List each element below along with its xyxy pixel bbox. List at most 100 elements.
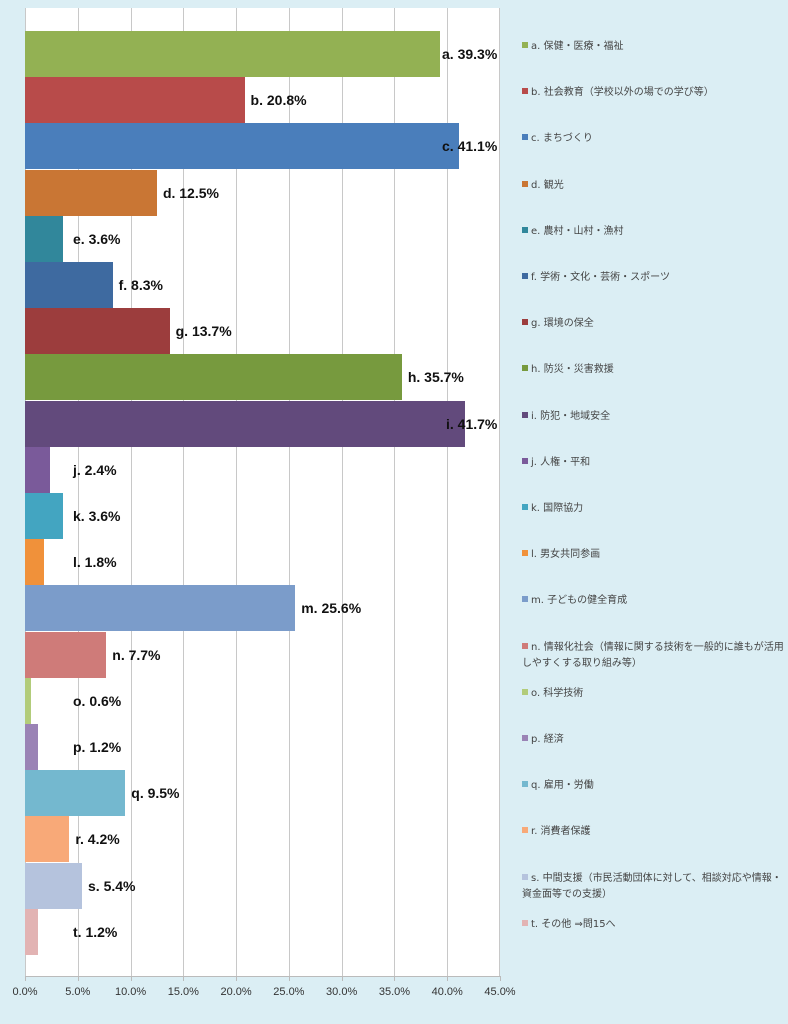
data-label-m: m. 25.6% — [301, 600, 362, 617]
gridline — [341, 8, 343, 976]
legend-swatch — [522, 226, 528, 233]
bar-o — [25, 677, 32, 724]
legend-swatch — [522, 42, 528, 48]
legend-label: a. 保健・医療・福祉 — [531, 41, 624, 52]
data-label-r: r. 4.2% — [75, 831, 120, 848]
bar-l — [25, 539, 44, 586]
bar-d — [25, 169, 157, 216]
legend-label: g. 環境の保全 — [531, 318, 594, 330]
legend-swatch — [522, 504, 528, 510]
legend-swatch — [522, 873, 528, 880]
legend-item-f: f. 学術・文化・芸術・スポーツ — [522, 270, 784, 286]
x-tick-label: 35.0% — [378, 986, 411, 998]
bar-k — [25, 493, 63, 539]
bar-a — [25, 31, 440, 77]
legend-swatch — [522, 180, 528, 187]
legend-label: h. 防災・災害救援 — [531, 364, 614, 376]
gridline — [183, 8, 185, 976]
tick-mark — [183, 976, 185, 981]
x-tick-label: 20.0% — [220, 986, 252, 998]
legend-swatch — [522, 596, 528, 603]
x-tick-label: 15.0% — [167, 986, 199, 998]
x-tick-label: 0.0% — [12, 986, 38, 998]
x-tick-label: 25.0% — [273, 986, 305, 998]
legend-label: b. 社会教育（学校以外の場での学び等） — [531, 87, 714, 99]
bar-g — [25, 308, 170, 355]
gridline — [499, 8, 500, 976]
legend-swatch — [522, 781, 528, 788]
legend-label: f. 学術・文化・芸術・スポーツ — [531, 272, 670, 283]
legend-label: s. 中間支援（市民活動団体に対して、相談対応や情報・資金面等での支援） — [522, 872, 782, 900]
legend-swatch — [522, 642, 528, 649]
legend-item-p: p. 経済 — [522, 732, 784, 748]
legend-swatch — [522, 919, 528, 926]
data-label-g: g. 13.7% — [175, 323, 232, 340]
legend-item-a: a. 保健・医療・福祉 — [522, 39, 784, 55]
gridline — [288, 8, 290, 976]
data-label-q: q. 9.5% — [131, 785, 180, 802]
bar-s — [25, 862, 82, 909]
tick-mark — [236, 976, 238, 981]
legend-swatch — [522, 134, 528, 141]
legend-label: n. 情報化社会（情報に関する技術を一般的に誰もが活用しやすくする取り組み等） — [522, 641, 784, 669]
data-label-p: p. 1.2% — [73, 739, 122, 755]
legend-swatch — [522, 550, 528, 557]
legend-swatch — [522, 688, 528, 695]
legend-label: p. 経済 — [531, 734, 564, 745]
x-tick-label: 40.0% — [431, 986, 463, 998]
data-label-l: l. 1.8% — [73, 554, 117, 571]
bar-b — [25, 77, 245, 124]
legend-label: q. 雇用・労働 — [531, 780, 594, 792]
data-label-e: e. 3.6% — [73, 230, 121, 247]
legend-item-d: d. 観光 — [522, 178, 784, 194]
data-label-h: h. 35.7% — [407, 369, 464, 386]
x-tick-label: 10.0% — [114, 986, 147, 998]
legend-item-q: q. 雇用・労働 — [522, 778, 784, 794]
bar-m — [25, 585, 296, 632]
legend-item-k: k. 国際協力 — [522, 501, 784, 517]
tick-mark — [341, 976, 343, 981]
bar-p — [25, 724, 38, 770]
gridline — [130, 8, 132, 976]
bar-f — [25, 262, 113, 308]
tick-mark — [288, 976, 290, 981]
data-label-o: o. 0.6% — [73, 692, 122, 709]
legend-label: e. 農村・山村・漁村 — [531, 225, 624, 237]
legend-item-n: n. 情報化社会（情報に関する技術を一般的に誰もが活用しやすくする取り組み等） — [522, 640, 784, 672]
data-label-i: i. 41.7% — [446, 415, 498, 432]
legend-swatch — [522, 827, 528, 834]
legend-label: m. 子どもの健全育成 — [531, 595, 628, 607]
legend-item-m: m. 子どもの健全育成 — [522, 593, 784, 609]
bar-h — [25, 354, 402, 401]
bar-n — [25, 631, 107, 678]
legend-swatch — [522, 319, 528, 326]
data-label-n: n. 7.7% — [112, 646, 161, 663]
legend-label: r. 消費者保護 — [531, 826, 591, 838]
legend-item-l: l. 男女共同参画 — [522, 547, 784, 563]
x-axis — [25, 976, 501, 977]
bar-c — [25, 123, 459, 170]
tick-mark — [447, 976, 449, 981]
data-label-s: s. 5.4% — [88, 877, 136, 894]
x-tick-label: 30.0% — [326, 986, 358, 998]
data-label-b: b. 20.8% — [250, 92, 307, 109]
legend-label: j. 人権・平和 — [531, 456, 591, 468]
legend-label: k. 国際協力 — [531, 503, 584, 514]
legend-swatch — [522, 457, 528, 464]
legend-item-b: b. 社会教育（学校以外の場での学び等） — [522, 85, 784, 101]
data-label-f: f. 8.3% — [118, 277, 163, 293]
data-label-j: j. 2.4% — [73, 461, 117, 478]
legend-label: c. まちづくり — [531, 133, 593, 145]
legend-swatch — [522, 273, 528, 279]
legend-item-t: t. その他 ⇒問15へ — [522, 917, 784, 933]
tick-mark — [77, 976, 79, 981]
legend-item-o: o. 科学技術 — [522, 686, 784, 702]
legend-label: d. 観光 — [531, 179, 564, 191]
tick-mark — [25, 976, 26, 981]
legend-label: l. 男女共同参画 — [531, 549, 601, 561]
legend-item-e: e. 農村・山村・漁村 — [522, 224, 784, 240]
legend-swatch — [522, 411, 528, 418]
bar-t — [25, 908, 38, 955]
legend-swatch — [522, 735, 528, 741]
legend-label: i. 防犯・地域安全 — [531, 410, 611, 422]
